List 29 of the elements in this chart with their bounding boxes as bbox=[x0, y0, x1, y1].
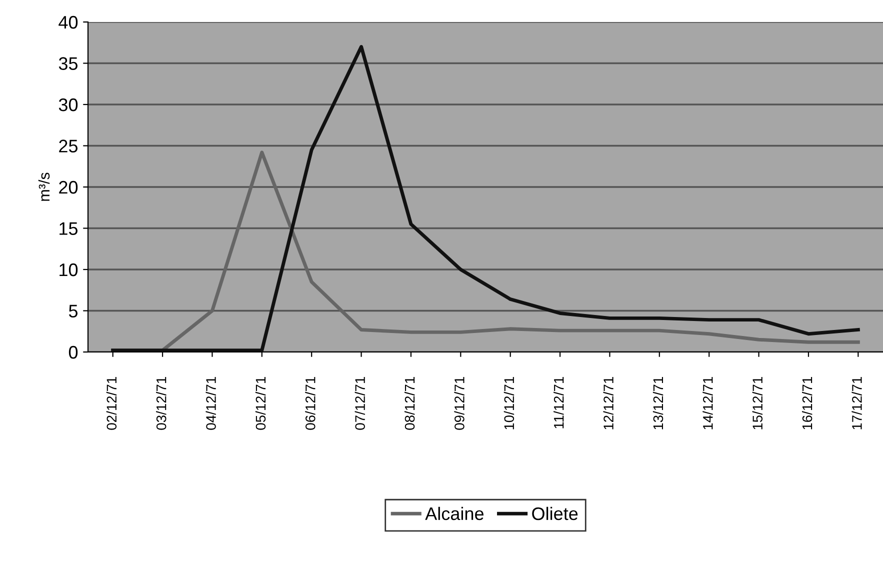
x-tick-label: 09/12/71 bbox=[454, 376, 464, 430]
x-tick-label: 03/12/71 bbox=[156, 376, 166, 430]
line-series bbox=[111, 45, 860, 352]
y-axis-title: m³/s bbox=[38, 172, 50, 201]
x-tick-label: 08/12/71 bbox=[404, 376, 415, 430]
x-tick-label: 02/12/71 bbox=[106, 376, 117, 430]
x-tick-label: 15/12/71 bbox=[752, 376, 763, 430]
x-tick-label: 17/12/71 bbox=[852, 376, 862, 430]
y-tick-label: 20 bbox=[59, 180, 78, 194]
y-tick-label: 30 bbox=[58, 98, 78, 112]
x-tick-label: 13/12/71 bbox=[652, 376, 664, 430]
y-tick-label: 15 bbox=[60, 222, 78, 235]
x-tick-label: 10/12/71 bbox=[504, 376, 514, 430]
y-tick-label: 35 bbox=[58, 57, 78, 70]
y-tick-label: 10 bbox=[60, 263, 78, 276]
y-tick-label: 0 bbox=[68, 346, 78, 359]
x-tick-label: 05/12/71 bbox=[255, 376, 266, 430]
y-tick-label: 25 bbox=[59, 140, 78, 152]
x-tick-label: 12/12/71 bbox=[603, 376, 614, 430]
x-tick-label: 07/12/71 bbox=[354, 376, 366, 430]
y-tick-label: 40 bbox=[58, 16, 78, 29]
x-tick-label: 04/12/71 bbox=[206, 376, 216, 430]
x-tick-label: 11/12/71 bbox=[554, 376, 564, 428]
x-tick-label: 14/12/71 bbox=[702, 376, 713, 430]
legend-label: Alcaine bbox=[425, 506, 484, 520]
legend-label: Oliete bbox=[532, 506, 578, 520]
x-tick-label: 06/12/71 bbox=[305, 376, 316, 430]
x-tick-label: 16/12/71 bbox=[802, 376, 812, 430]
y-tick-label: 5 bbox=[68, 304, 78, 318]
